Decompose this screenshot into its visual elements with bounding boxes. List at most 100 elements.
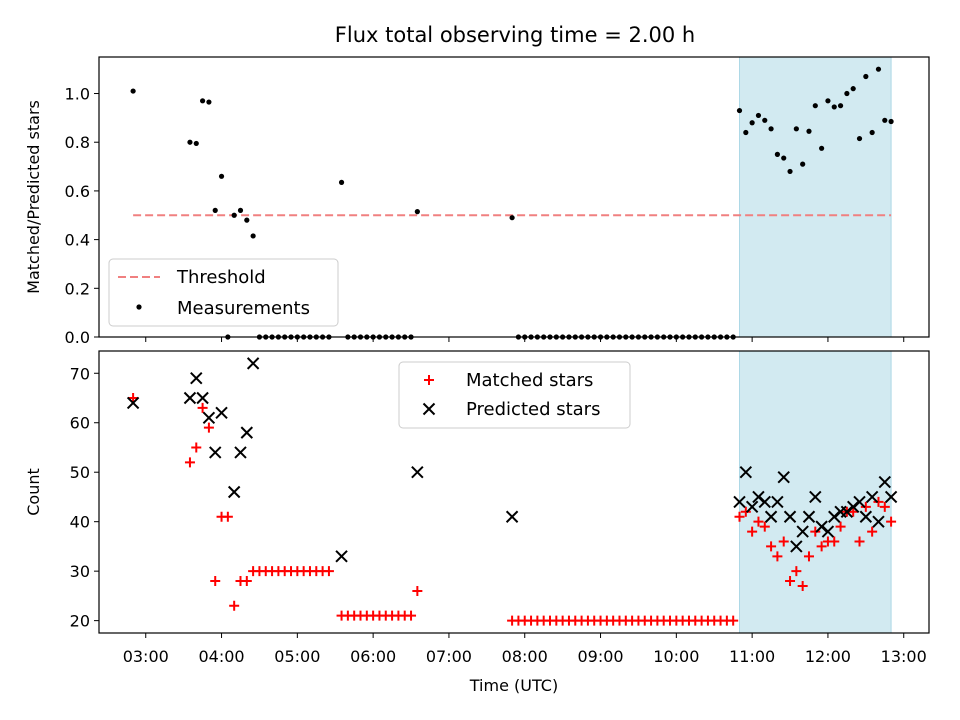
matched-stars-point: [860, 501, 871, 512]
predicted-stars-point: [790, 540, 803, 553]
measurement-point: [237, 207, 244, 213]
y-tick-label: 40: [70, 513, 90, 532]
x-tick-label: 05:00: [274, 647, 320, 666]
predicted-stars-point: [215, 406, 228, 420]
y-tick-label: 20: [70, 612, 90, 631]
matched-stars-point: [728, 615, 739, 626]
matched-stars-point: [184, 457, 195, 468]
predicted-stars-point: [190, 372, 203, 385]
matched-stars-point: [791, 566, 802, 577]
predicted-stars-point: [240, 426, 254, 439]
matched-stars-point: [867, 526, 878, 537]
matched-stars-point: [203, 422, 214, 433]
legend-box: [398, 361, 631, 429]
predicted-stars-point: [878, 475, 891, 489]
axes-frame: [98, 350, 930, 634]
legend-top: Threshold Measurements: [108, 258, 339, 327]
measurement-point: [414, 209, 420, 215]
x-tick-label: 11:00: [729, 647, 775, 666]
matched-stars-point: [879, 501, 890, 512]
y-tick-label: 70: [70, 364, 90, 383]
predicted-stars-point: [209, 446, 222, 459]
measurement-point: [749, 120, 755, 126]
predicted-stars-point: [505, 510, 519, 523]
highlight-span: [739, 56, 892, 338]
matched-stars-point: [740, 506, 751, 517]
predicted-stars-point: [796, 525, 809, 538]
measurement-point: [338, 179, 345, 185]
measurement-point: [844, 90, 850, 97]
measurement-point: [212, 207, 218, 213]
matched-stars-point: [759, 521, 770, 532]
legend-matched-swatch: [424, 375, 434, 385]
measurement-point: [781, 155, 787, 161]
predicted-stars-point: [411, 466, 424, 479]
legend-bottom: Matched stars Predicted stars: [398, 361, 631, 429]
measurement-point: [250, 233, 256, 239]
chart-title: Flux total observing time = 2.00 h: [335, 23, 695, 47]
matched-stars-point: [772, 551, 783, 562]
measurement-point: [850, 86, 856, 92]
measurement-point: [825, 98, 831, 104]
predicted-stars-point: [758, 495, 771, 509]
measurement-point: [199, 98, 206, 104]
matched-stars-point: [873, 496, 884, 507]
y-tick-label: 60: [70, 414, 90, 433]
measurement-point: [187, 139, 193, 145]
matched-stars-point: [835, 521, 846, 532]
y-tick-label: 0.6: [65, 182, 90, 201]
measurement-point: [509, 215, 515, 221]
matched-stars-point: [829, 536, 840, 547]
legend-matched-label: Matched stars: [466, 370, 593, 391]
matched-stars-point: [778, 536, 789, 547]
matched-stars-point: [886, 516, 897, 527]
matched-stars-point: [766, 541, 777, 552]
axes-frame: [98, 56, 930, 338]
measurement-point: [875, 66, 882, 72]
measurement-point: [206, 99, 212, 105]
predicted-stars-point: [809, 490, 822, 504]
x-tick-label: 08:00: [502, 647, 548, 666]
matched-stars-point: [747, 526, 758, 537]
x-tick-label: 10:00: [653, 647, 699, 666]
matched-stars-point: [810, 526, 821, 537]
predicted-stars-point: [733, 495, 746, 509]
predicted-stars-point: [126, 396, 140, 410]
y-axis-label: Count: [24, 468, 43, 516]
predicted-stars-point: [202, 411, 216, 424]
predicted-stars-point: [196, 391, 209, 405]
x-axis-label: Time (UTC): [469, 676, 558, 695]
measurement-point: [231, 212, 237, 218]
x-tick-label: 06:00: [350, 647, 396, 666]
predicted-stars-point: [183, 391, 197, 405]
predicted-stars-point: [865, 490, 879, 504]
predicted-stars-point: [246, 357, 260, 370]
legend-predicted-swatch: [422, 402, 436, 416]
highlight-span: [739, 350, 892, 634]
x-tick-label: 09:00: [577, 647, 623, 666]
measurement-point: [774, 151, 781, 157]
predicted-stars-point: [884, 490, 898, 504]
measurement-point: [244, 217, 250, 223]
matched-stars-point: [848, 506, 859, 517]
legend-threshold-label: Threshold: [176, 267, 266, 288]
legend-predicted-label: Predicted stars: [466, 399, 600, 420]
y-tick-label: 50: [70, 463, 90, 482]
matched-stars-point: [229, 600, 240, 611]
measurement-point: [863, 73, 869, 80]
y-axis-label: Matched/Predicted stars: [24, 100, 43, 294]
predicted-stars-point: [739, 466, 753, 479]
measurement-point: [755, 112, 762, 119]
measurement-point: [837, 103, 844, 109]
measurement-point: [762, 117, 768, 123]
measurement-point: [882, 117, 888, 123]
predicted-stars-point: [872, 515, 885, 528]
matched-stars-point: [323, 566, 334, 577]
matched-stars-point: [128, 393, 139, 403]
matched-stars-point: [753, 516, 764, 527]
predicted-stars-point: [783, 510, 797, 523]
top-panel: 0.0 0.2 0.4 0.6 0.8 1.0 Matched/Predicted star…: [24, 56, 930, 347]
predicted-stars-point: [777, 470, 790, 484]
measurement-point: [869, 129, 875, 136]
